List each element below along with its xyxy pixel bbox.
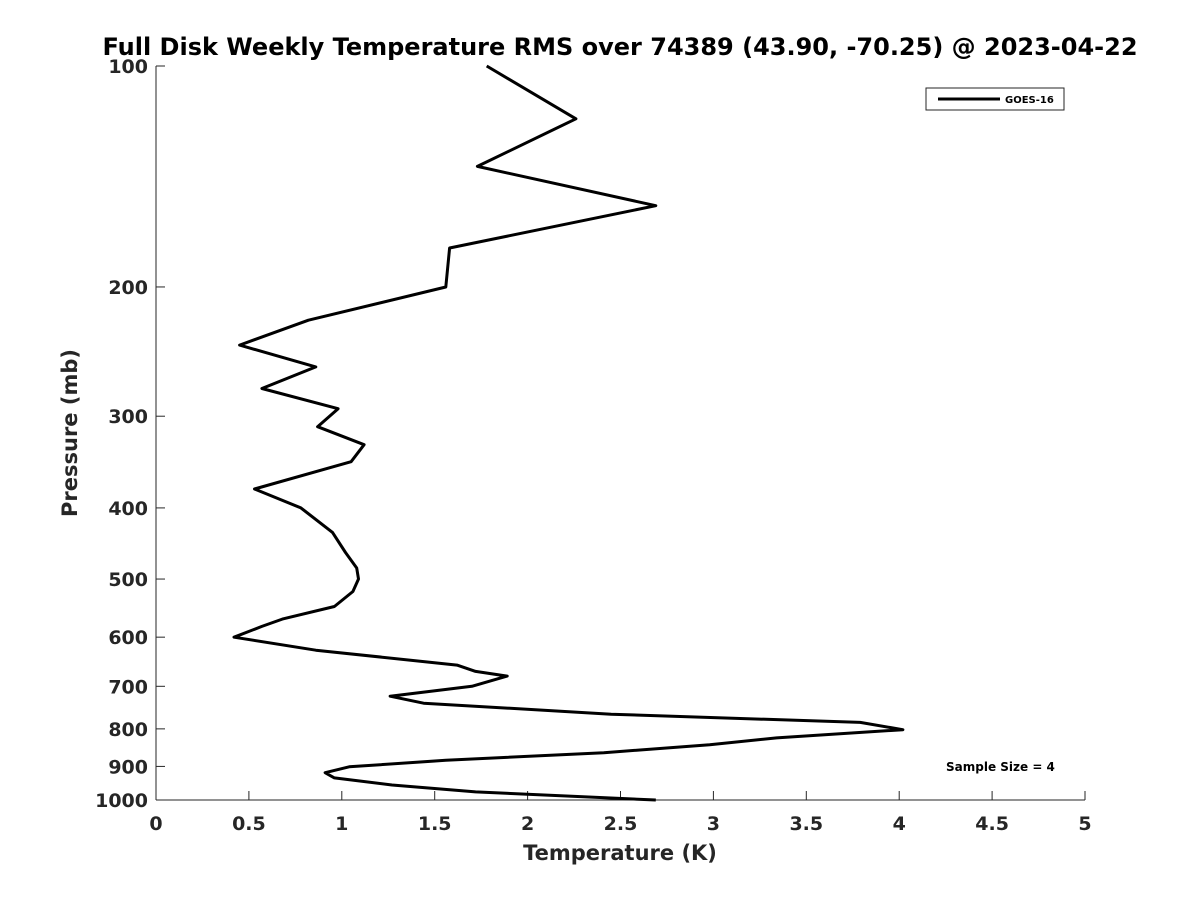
y-tick-label: 400 (108, 498, 148, 520)
x-tick-label: 0 (149, 813, 162, 835)
chart-title: Full Disk Weekly Temperature RMS over 74… (102, 33, 1137, 61)
y-tick-label: 900 (108, 756, 148, 778)
x-tick-label: 3 (707, 813, 720, 835)
y-tick-label: 700 (108, 676, 148, 698)
y-tick-label: 200 (108, 277, 148, 299)
legend: GOES-16 (925, 87, 1065, 111)
x-tick-label: 4.5 (975, 813, 1009, 835)
x-tick-label: 4 (893, 813, 906, 835)
y-tick-label: 1000 (95, 790, 148, 812)
plot-axes (155, 66, 1085, 801)
y-tick-label: 300 (108, 406, 148, 428)
y-tick-label: 800 (108, 719, 148, 741)
sample-size-annotation: Sample Size = 4 (946, 760, 1055, 774)
x-tick-label: 5 (1078, 813, 1091, 835)
legend-label-goes-16: GOES-16 (1005, 95, 1054, 106)
series-group (232, 64, 905, 802)
x-tick-label: 2.5 (604, 813, 638, 835)
x-tick-label: 0.5 (232, 813, 266, 835)
y-axis-label: Pressure (mb) (58, 349, 82, 517)
y-axis-ticks: 100 200 300 400 500 600 700 800 900 1000 (95, 56, 165, 812)
x-axis-ticks: 0 0.5 1 1.5 2 2.5 3 3.5 4 4.5 5 (149, 791, 1092, 835)
series-line-goes-16 (232, 64, 905, 802)
x-axis-label: Temperature (K) (523, 841, 717, 865)
y-tick-label: 600 (108, 627, 148, 649)
x-tick-label: 1 (335, 813, 348, 835)
x-tick-label: 3.5 (789, 813, 823, 835)
x-tick-label: 1.5 (418, 813, 452, 835)
y-tick-label: 500 (108, 569, 148, 591)
y-tick-label: 100 (108, 56, 148, 78)
x-tick-label: 2 (521, 813, 534, 835)
